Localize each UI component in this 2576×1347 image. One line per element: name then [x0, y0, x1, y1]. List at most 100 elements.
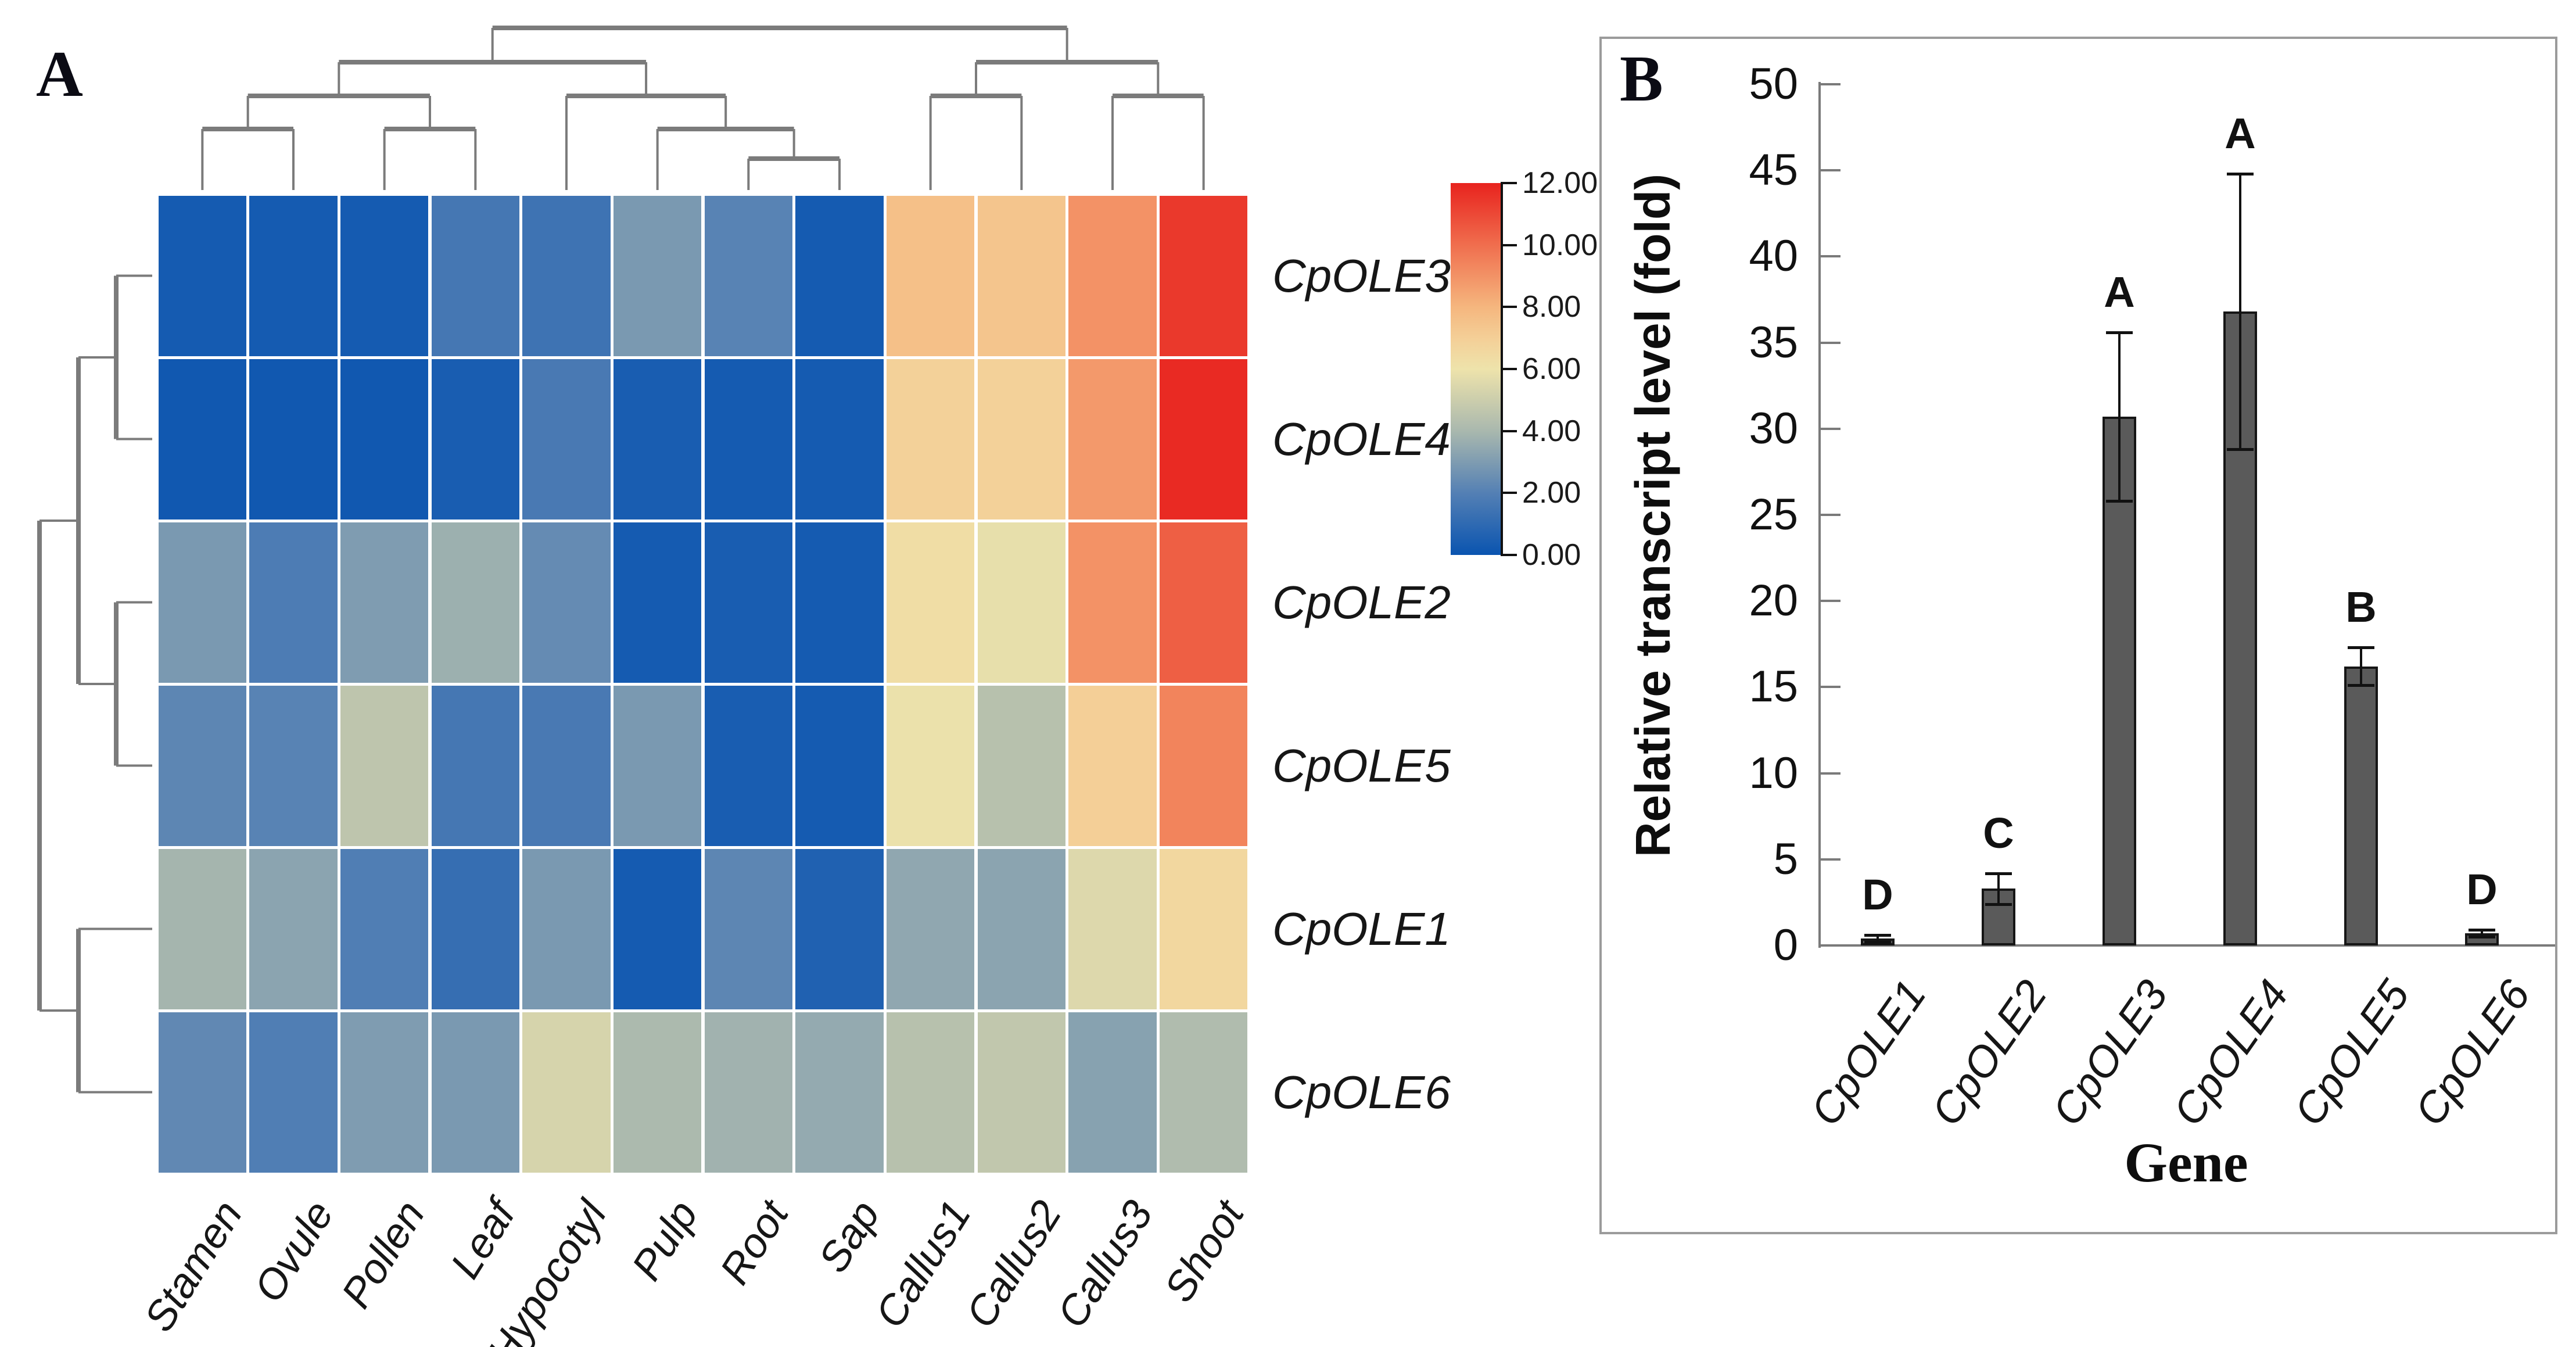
heatmap-cell — [795, 522, 884, 683]
color-scale-tick — [1503, 554, 1517, 556]
color-scale-tick — [1503, 429, 1517, 432]
color-scale-tick — [1503, 368, 1517, 370]
y-axis-tick — [1821, 83, 1840, 85]
error-bar-cap-top — [2348, 646, 2374, 650]
heatmap-cell — [1159, 848, 1248, 1009]
heatmap-cell — [431, 1012, 520, 1173]
y-axis-tick — [1821, 255, 1840, 258]
error-bar-stem — [1877, 935, 1879, 943]
significance-letter: A — [2225, 109, 2256, 158]
heatmap-cell — [886, 522, 975, 683]
y-axis-tick — [1821, 686, 1840, 689]
heatmap-cell — [431, 848, 520, 1009]
significance-letter: C — [1983, 808, 2014, 857]
significance-letter: A — [2104, 267, 2135, 316]
error-bar-cap-bottom — [1864, 941, 1891, 944]
y-axis-tick-label: 45 — [1749, 145, 1798, 195]
heatmap-cell — [249, 685, 338, 846]
color-scale-tick-label: 10.00 — [1522, 228, 1598, 262]
heatmap-cell — [613, 1012, 702, 1173]
heatmap-cell — [977, 522, 1066, 683]
color-scale-tick-label: 12.00 — [1522, 166, 1598, 200]
heatmap-cell — [340, 1012, 429, 1173]
color-scale-tick-label: 0.00 — [1522, 538, 1581, 572]
heatmap-cell — [613, 195, 702, 356]
x-axis-title: Gene — [2124, 1131, 2248, 1194]
heatmap-cell — [795, 848, 884, 1009]
heatmap-cell — [249, 359, 338, 520]
heatmap-cell — [795, 685, 884, 846]
heatmap-cell — [249, 522, 338, 683]
heatmap-cell — [977, 195, 1066, 356]
panel-a-label: A — [36, 38, 83, 110]
y-axis-tick-label: 50 — [1749, 59, 1798, 109]
color-scale-tick-label: 8.00 — [1522, 290, 1581, 324]
color-scale-gradient — [1451, 183, 1502, 555]
y-axis-tick — [1821, 341, 1840, 344]
heatmap-cell — [1159, 195, 1248, 356]
x-axis-line — [1818, 944, 2555, 947]
heatmap-cell — [158, 685, 247, 846]
heatmap-cell — [1068, 359, 1157, 520]
color-scale-tick — [1503, 243, 1517, 246]
heatmap-cell — [431, 359, 520, 520]
y-axis-tick-label: 20 — [1749, 576, 1798, 626]
heatmap-cell — [158, 195, 247, 356]
heatmap-cell — [431, 195, 520, 356]
heatmap-cell — [158, 359, 247, 520]
error-bar-stem — [1997, 873, 2000, 904]
y-axis-tick — [1821, 514, 1840, 516]
color-scale-tick — [1503, 182, 1517, 184]
heatmap-cell — [158, 522, 247, 683]
heatmap-cell — [795, 195, 884, 356]
y-axis-line — [1818, 82, 1821, 948]
error-bar-cap-top — [2106, 331, 2133, 334]
error-bar-cap-top — [1864, 934, 1891, 937]
y-axis-tick — [1821, 944, 1840, 947]
error-bar-stem — [2239, 174, 2241, 450]
y-axis-title: Relative transcript level (fold) — [1626, 173, 1680, 858]
heatmap-cell — [522, 848, 611, 1009]
heatmap-cell — [431, 522, 520, 683]
heatmap-cell — [977, 685, 1066, 846]
heatmap-cell — [340, 685, 429, 846]
heatmap-cell — [1159, 685, 1248, 846]
heatmap-cell — [886, 685, 975, 846]
heatmap-cell — [795, 1012, 884, 1173]
y-axis-tick-label: 10 — [1749, 748, 1798, 798]
heatmap-cell — [431, 685, 520, 846]
heatmap-cell — [704, 359, 793, 520]
heatmap-cell — [613, 848, 702, 1009]
heatmap-cell — [158, 1012, 247, 1173]
heatmap-row-label: CpOLE5 — [1272, 739, 1451, 791]
y-axis-tick-label: 35 — [1749, 317, 1798, 367]
heatmap-cell — [977, 359, 1066, 520]
heatmap-cell — [704, 1012, 793, 1173]
heatmap-cell — [249, 195, 338, 356]
heatmap-cell — [886, 1012, 975, 1173]
heatmap-cell — [977, 1012, 1066, 1173]
heatmap-cell — [340, 195, 429, 356]
error-bar-cap-top — [2469, 929, 2495, 932]
y-axis-tick-label: 5 — [1773, 834, 1798, 884]
y-axis-tick-label: 30 — [1749, 403, 1798, 453]
error-bar-cap-bottom — [2469, 936, 2495, 939]
y-axis-tick — [1821, 169, 1840, 172]
y-axis-tick-label: 15 — [1749, 662, 1798, 712]
color-scale-axis-line — [1501, 182, 1503, 556]
bar — [2344, 666, 2378, 945]
color-scale-tick — [1503, 306, 1517, 309]
y-axis-tick-label: 0 — [1773, 920, 1798, 970]
heatmap-cell — [886, 848, 975, 1009]
color-scale-tick-label: 2.00 — [1522, 476, 1581, 510]
heatmap-row-label: CpOLE6 — [1272, 1066, 1451, 1118]
error-bar-cap-bottom — [1985, 902, 2012, 906]
heatmap-cell — [522, 359, 611, 520]
color-scale-tick-label: 6.00 — [1522, 352, 1581, 386]
heatmap-cell — [1068, 848, 1157, 1009]
significance-letter: D — [1862, 870, 1893, 919]
row-dendrogram — [37, 274, 152, 1094]
y-axis-tick — [1821, 858, 1840, 861]
color-scale-tick-label: 4.00 — [1522, 414, 1581, 448]
heatmap-cell — [886, 195, 975, 356]
